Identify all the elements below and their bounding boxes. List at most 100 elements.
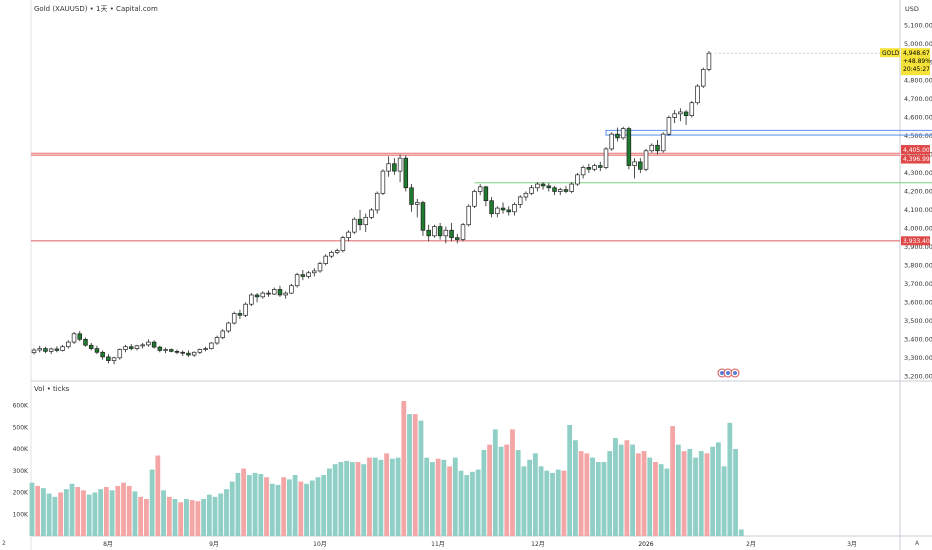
volume-bar[interactable]	[258, 473, 264, 536]
candle[interactable]	[289, 283, 294, 295]
candle[interactable]	[660, 132, 666, 153]
volume-bar[interactable]	[578, 451, 584, 536]
volume-bar[interactable]	[52, 496, 58, 536]
candle[interactable]	[397, 154, 403, 183]
candle[interactable]	[329, 250, 334, 258]
volume-bar[interactable]	[98, 489, 104, 536]
candle[interactable]	[649, 143, 655, 153]
candle[interactable]	[283, 291, 288, 299]
candle[interactable]	[437, 222, 443, 240]
candle[interactable]	[632, 158, 637, 179]
volume-bar[interactable]	[309, 480, 315, 537]
volume-bar[interactable]	[372, 457, 378, 536]
candle[interactable]	[432, 224, 437, 238]
volume-bar[interactable]	[338, 462, 344, 536]
candle[interactable]	[369, 208, 374, 220]
candle[interactable]	[678, 108, 683, 122]
candle[interactable]	[123, 344, 128, 353]
candle[interactable]	[157, 345, 163, 353]
candle[interactable]	[414, 198, 420, 218]
candle[interactable]	[706, 50, 712, 72]
volume-bar[interactable]	[224, 489, 229, 536]
volume-bar[interactable]	[515, 450, 521, 536]
volume-bar[interactable]	[458, 470, 464, 536]
candle[interactable]	[500, 202, 506, 214]
volume-bar[interactable]	[212, 496, 218, 536]
volume-bar[interactable]	[46, 493, 52, 536]
candle[interactable]	[220, 329, 226, 340]
volume-bar[interactable]	[567, 425, 573, 536]
volume-bar[interactable]	[264, 477, 269, 536]
volume-bar[interactable]	[738, 529, 744, 536]
candle[interactable]	[140, 343, 145, 349]
candle[interactable]	[191, 351, 197, 357]
volume-bar[interactable]	[447, 466, 452, 536]
candle[interactable]	[117, 348, 123, 360]
candle[interactable]	[111, 356, 117, 365]
volume-bar[interactable]	[201, 499, 206, 536]
candle[interactable]	[386, 156, 391, 177]
volume-bar[interactable]	[121, 482, 126, 536]
volume-bar[interactable]	[698, 451, 704, 536]
candle[interactable]	[535, 182, 540, 192]
volume-bar[interactable]	[161, 490, 166, 536]
volume-bar[interactable]	[86, 494, 92, 536]
volume-bar[interactable]	[287, 479, 292, 536]
volume-bar[interactable]	[630, 444, 635, 536]
candle[interactable]	[294, 272, 300, 288]
volume-bar[interactable]	[544, 470, 550, 536]
volume-bar[interactable]	[704, 453, 710, 536]
candle[interactable]	[106, 354, 111, 364]
volume-bar[interactable]	[344, 460, 349, 536]
volume-bar[interactable]	[470, 471, 475, 536]
candle[interactable]	[586, 163, 592, 173]
volume-bar[interactable]	[521, 466, 527, 536]
volume-bar[interactable]	[246, 475, 252, 536]
volume-bar[interactable]	[492, 429, 498, 536]
candle[interactable]	[472, 189, 477, 209]
volume-bar[interactable]	[292, 475, 298, 536]
candle[interactable]	[231, 311, 237, 325]
volume-bar[interactable]	[315, 477, 321, 536]
candle[interactable]	[340, 235, 346, 253]
candle[interactable]	[260, 291, 266, 299]
volume-bar[interactable]	[407, 414, 412, 536]
volume-bar[interactable]	[75, 487, 81, 536]
candle[interactable]	[54, 346, 60, 353]
candle[interactable]	[666, 115, 672, 136]
volume-bar[interactable]	[349, 462, 355, 536]
volume-bar[interactable]	[595, 462, 601, 536]
candle[interactable]	[363, 213, 369, 233]
volume-bar[interactable]	[361, 464, 367, 536]
candle[interactable]	[169, 348, 174, 353]
volume-bar[interactable]	[184, 499, 189, 536]
candle[interactable]	[403, 155, 409, 192]
volume-bar[interactable]	[452, 457, 458, 536]
candle[interactable]	[71, 331, 77, 344]
candle[interactable]	[672, 110, 677, 124]
volume-bar[interactable]	[687, 448, 693, 536]
volume-bar[interactable]	[206, 494, 212, 536]
candle[interactable]	[598, 161, 603, 172]
candle[interactable]	[466, 204, 471, 227]
candle[interactable]	[380, 169, 386, 196]
candle[interactable]	[151, 340, 157, 349]
volume-bar[interactable]	[92, 492, 98, 536]
candle[interactable]	[317, 261, 323, 273]
volume-bar[interactable]	[218, 493, 224, 536]
volume-bar[interactable]	[658, 464, 664, 536]
candle[interactable]	[323, 254, 328, 266]
candle[interactable]	[443, 226, 449, 244]
candle[interactable]	[477, 184, 483, 196]
volume-bar[interactable]	[727, 422, 733, 536]
candle[interactable]	[66, 340, 71, 349]
volume-bar[interactable]	[675, 444, 681, 536]
candle[interactable]	[523, 191, 529, 201]
candle[interactable]	[254, 293, 260, 303]
candle[interactable]	[592, 163, 597, 172]
candle[interactable]	[94, 345, 100, 355]
candle[interactable]	[609, 132, 614, 151]
candle[interactable]	[357, 209, 363, 231]
auto-scale-button[interactable]: A	[915, 540, 920, 547]
